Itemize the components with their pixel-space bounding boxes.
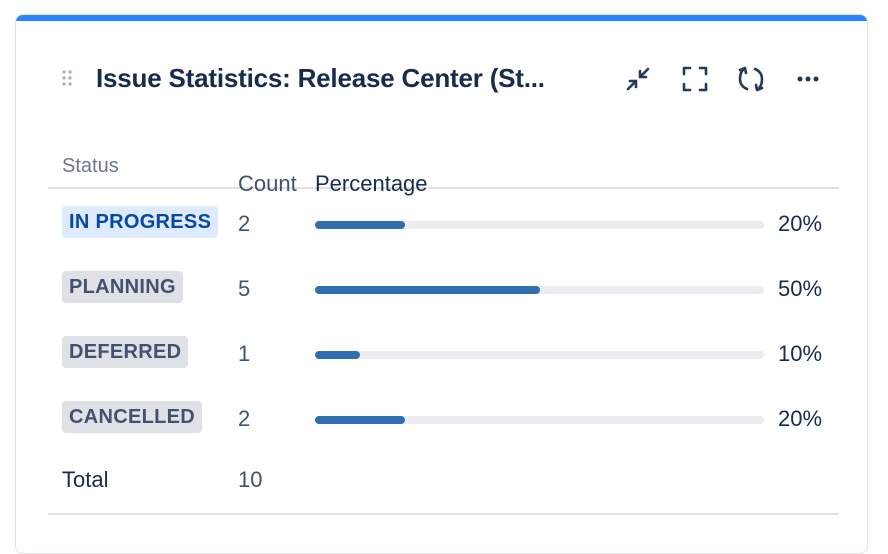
table-row: DEFERRED 1 10%	[48, 319, 839, 384]
drag-handle-icon[interactable]	[62, 69, 76, 87]
fullscreen-button[interactable]	[677, 61, 713, 97]
row-count: 1	[238, 341, 251, 366]
status-column-header[interactable]: Status	[62, 155, 119, 177]
minimize-button[interactable]	[620, 61, 656, 97]
row-percentage: 50%	[778, 276, 823, 301]
percentage-bar-fill	[315, 351, 360, 359]
row-count: 5	[238, 276, 251, 301]
percentage-bar	[315, 351, 764, 359]
gadget-accent-bar	[16, 15, 867, 21]
more-actions-button[interactable]	[790, 61, 826, 97]
row-percentage: 10%	[778, 341, 823, 366]
percentage-bar	[315, 416, 764, 424]
table-row: IN PROGRESS 2 20%	[48, 189, 839, 254]
total-label: Total	[62, 467, 109, 492]
table-row: CANCELLED 2 20%	[48, 384, 839, 449]
row-count: 2	[238, 406, 251, 431]
status-lozenge[interactable]: CANCELLED	[62, 401, 203, 433]
gadget-title: Issue Statistics: Release Center (St...	[96, 63, 545, 93]
gadget-header: Issue Statistics: Release Center (St...	[16, 59, 867, 99]
percentage-bar-fill	[315, 286, 540, 294]
refresh-button[interactable]	[733, 61, 769, 97]
count-column-header[interactable]: Count	[238, 171, 297, 196]
percentage-bar-fill	[315, 221, 405, 229]
percentage-bar	[315, 286, 764, 294]
status-lozenge[interactable]: IN PROGRESS	[62, 206, 219, 238]
percentage-column-header: Percentage	[315, 171, 428, 196]
more-icon	[796, 75, 820, 83]
row-percentage: 20%	[778, 406, 823, 431]
status-lozenge[interactable]: PLANNING	[62, 271, 183, 303]
row-percentage: 20%	[778, 211, 823, 236]
percentage-bar-fill	[315, 416, 405, 424]
total-count: 10	[238, 467, 263, 492]
fullscreen-icon	[681, 65, 709, 93]
issue-statistics-gadget: Issue Statistics: Release Center (St...	[15, 14, 868, 554]
total-row: Total 10	[48, 449, 839, 515]
row-count: 2	[238, 211, 251, 236]
status-lozenge[interactable]: DEFERRED	[62, 336, 189, 368]
statistics-table: Status Count Percentage IN PROGRESS 2 20…	[48, 149, 839, 515]
minimize-icon	[624, 65, 652, 93]
table-row: PLANNING 5 50%	[48, 254, 839, 319]
refresh-icon	[736, 64, 766, 94]
table-header: Status Count Percentage	[48, 149, 839, 196]
percentage-bar	[315, 221, 764, 229]
